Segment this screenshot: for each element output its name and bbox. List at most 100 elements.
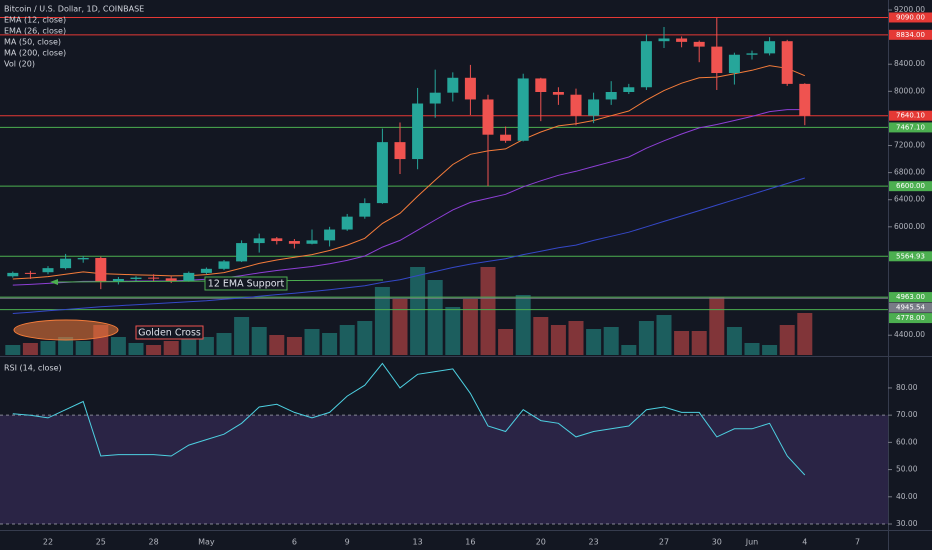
volume-bar xyxy=(322,333,338,355)
layers xyxy=(5,267,813,355)
level-label: 6600.00 xyxy=(896,182,925,190)
candle-body xyxy=(77,257,89,260)
candle-body xyxy=(236,243,248,262)
x-tick-label: May xyxy=(198,538,215,547)
x-tick-label: 22 xyxy=(43,538,53,547)
candle-body xyxy=(412,103,424,160)
volume-bar xyxy=(216,333,232,355)
volume-bar xyxy=(128,343,144,355)
chart-title: Bitcoin / U.S. Dollar, 1D, COINBASE xyxy=(4,5,144,14)
volume-bar xyxy=(550,325,566,355)
candle-body xyxy=(394,142,406,160)
candle-body xyxy=(746,53,758,55)
y-tick-label: 50.00 xyxy=(896,465,918,474)
volume-bar xyxy=(726,327,742,355)
volume-bar xyxy=(638,321,654,355)
candle-body xyxy=(376,142,388,204)
candle-body xyxy=(605,92,617,100)
rsi-title: RSI (14, close) xyxy=(4,364,62,373)
volume-bar xyxy=(498,329,514,355)
legend-entry: MA (50, close) xyxy=(4,38,61,47)
x-tick-label: 30 xyxy=(712,538,722,547)
level-label-box xyxy=(889,110,932,121)
volume-bar xyxy=(656,315,672,355)
candle-body xyxy=(711,46,723,74)
candle-body xyxy=(341,216,353,230)
candle-body xyxy=(429,92,441,104)
rsi-band xyxy=(0,415,888,525)
candle-body xyxy=(7,272,19,277)
legend-entry: MA (200, close) xyxy=(4,49,66,58)
candle-body xyxy=(359,203,371,217)
candle-body xyxy=(148,277,160,279)
golden-cross-highlight xyxy=(13,319,119,341)
candle-body xyxy=(42,268,54,273)
candle-body xyxy=(764,41,776,54)
volume-bar xyxy=(779,325,795,355)
y-tick-label: 30.00 xyxy=(896,519,918,528)
level-label-box xyxy=(889,181,932,192)
volume-bar xyxy=(462,299,478,355)
candle-body xyxy=(799,83,811,116)
x-tick-label: 6 xyxy=(292,538,297,547)
candle-body xyxy=(676,38,688,42)
y-tick-label: 4400.00 xyxy=(894,330,925,339)
candle-body xyxy=(200,268,212,273)
candle-body xyxy=(464,77,476,100)
candle-body xyxy=(482,99,494,135)
volume-bar xyxy=(674,331,690,355)
legend-entry: EMA (26, close) xyxy=(4,27,66,36)
candle-body xyxy=(112,278,124,282)
x-tick-label: 25 xyxy=(96,538,106,547)
level-label-box xyxy=(889,292,932,303)
y-tick-label: 9200.00 xyxy=(894,5,925,14)
candle-body xyxy=(95,257,107,282)
volume-bar xyxy=(533,317,549,355)
level-label-box xyxy=(889,29,932,40)
volume-bar xyxy=(22,343,38,355)
y-tick-label: 70.00 xyxy=(896,410,918,419)
x-tick-label: 27 xyxy=(659,538,669,547)
volume-bar xyxy=(691,331,707,355)
volume-bar xyxy=(480,267,496,355)
candle-body xyxy=(500,134,512,141)
candle-body xyxy=(253,238,265,244)
x-tick-label: 13 xyxy=(413,538,423,547)
x-tick-label: 4 xyxy=(802,538,807,547)
candle-body xyxy=(781,41,793,84)
y-tick-label: 8000.00 xyxy=(894,86,925,95)
y-tick-label: 6800.00 xyxy=(894,168,925,177)
rsi-line xyxy=(12,362,806,476)
candle-body xyxy=(588,99,600,116)
volume-bar xyxy=(410,267,426,355)
candle-body xyxy=(130,277,142,279)
volume-bar xyxy=(392,299,408,355)
candle-body xyxy=(640,41,652,88)
volume-bar xyxy=(709,297,725,355)
volume-bar xyxy=(5,345,21,355)
level-label-box xyxy=(889,313,932,324)
volume-bar xyxy=(568,321,584,355)
candle-body xyxy=(165,278,177,282)
level-label: 4778.00 xyxy=(896,314,925,322)
candle-body xyxy=(728,54,740,74)
support-arrow-head xyxy=(50,279,58,285)
x-tick-label: 9 xyxy=(345,538,350,547)
annotation-box xyxy=(135,325,204,340)
level-label: 4963.00 xyxy=(896,293,925,301)
volume-bar xyxy=(269,335,285,355)
x-tick-label: 20 xyxy=(536,538,546,547)
candle-body xyxy=(24,272,36,274)
volume-bar xyxy=(603,327,619,355)
volume-bar xyxy=(427,280,443,355)
volume-bar xyxy=(146,345,162,355)
y-tick-label: 60.00 xyxy=(896,437,918,446)
x-tick-label: 7 xyxy=(855,538,860,547)
volume-bar xyxy=(286,337,302,355)
candle-body xyxy=(658,38,670,42)
legend-entry: EMA (12, close) xyxy=(4,16,66,25)
level-label: 8834.00 xyxy=(896,31,925,39)
volume-bar xyxy=(75,341,91,355)
candle-body xyxy=(183,272,195,282)
